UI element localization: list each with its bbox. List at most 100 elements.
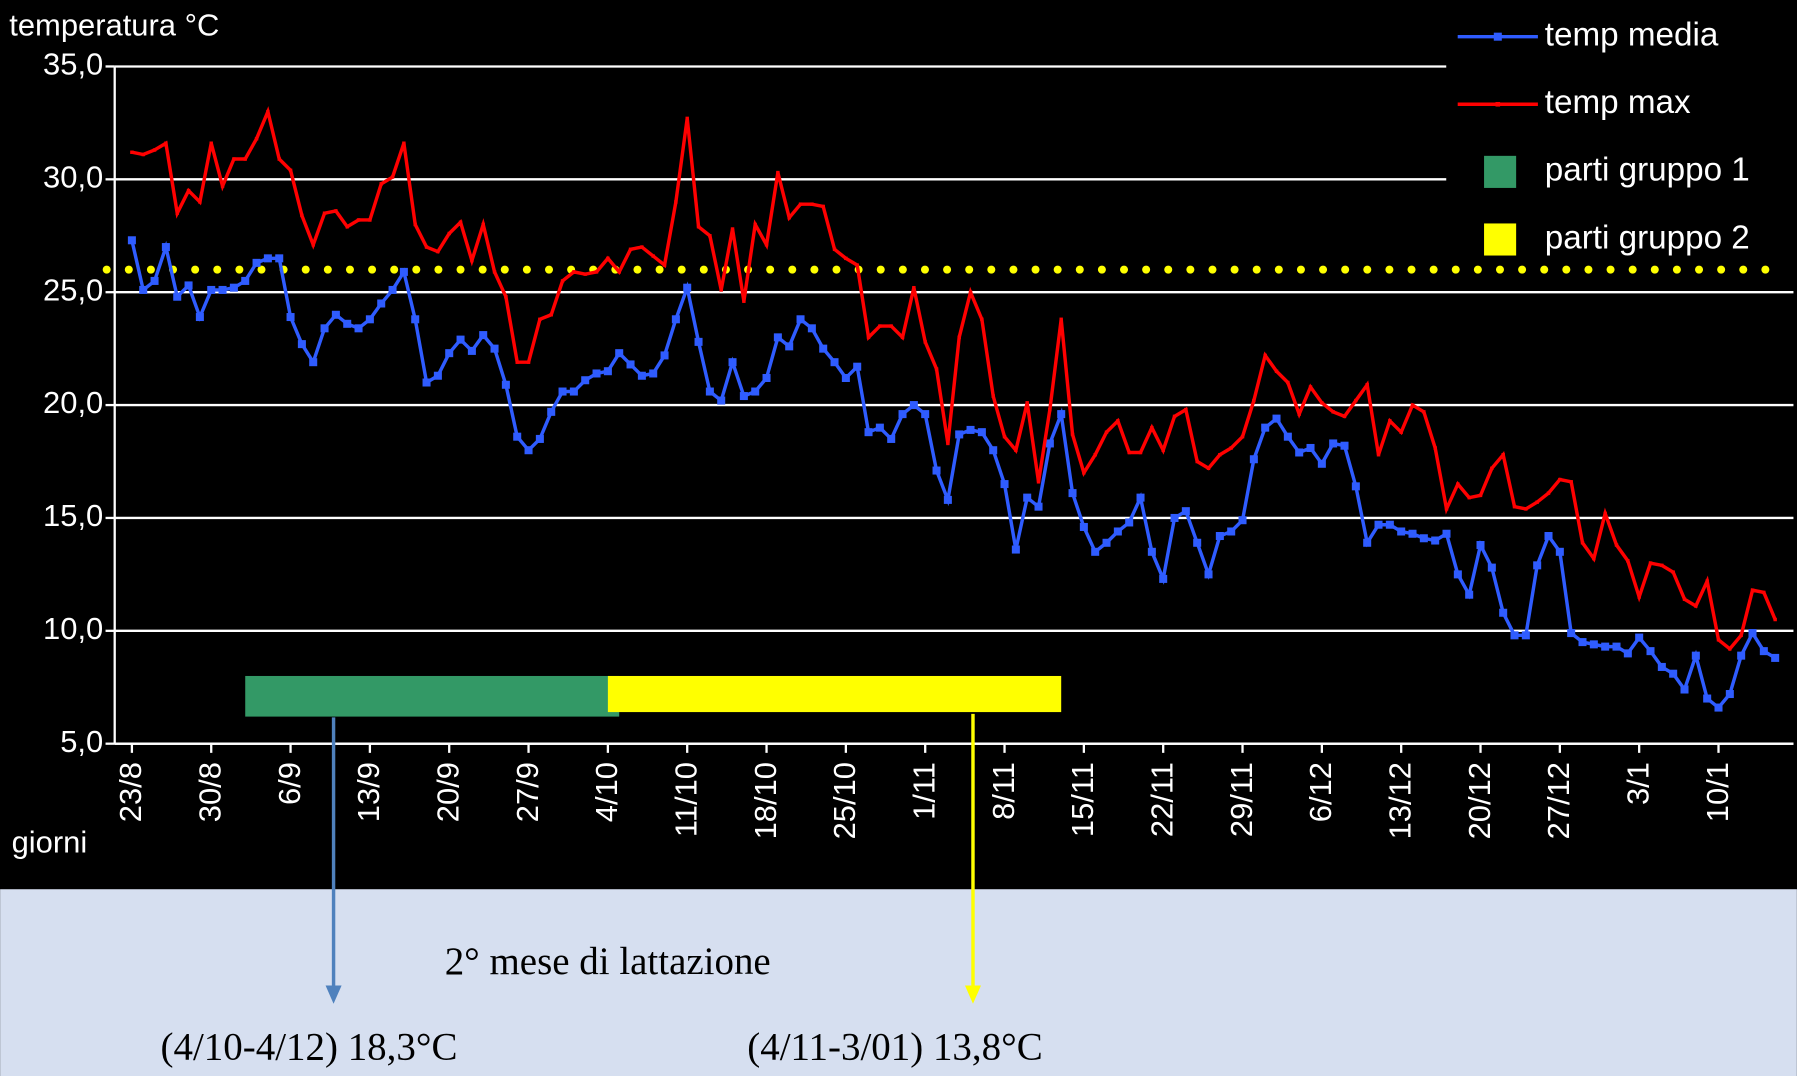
point — [977, 428, 986, 437]
point — [1499, 608, 1508, 617]
point — [606, 256, 610, 261]
point — [830, 358, 839, 367]
point — [1512, 504, 1517, 509]
point — [671, 315, 680, 324]
point — [1070, 432, 1075, 437]
legend-background — [1446, 0, 1797, 255]
legend: temp media temp max parti gruppo 1 parti gr… — [1446, 0, 1797, 256]
point — [1592, 556, 1596, 561]
y-tick-label: 15,0 — [43, 498, 103, 533]
point — [1762, 590, 1766, 595]
point — [1034, 502, 1043, 511]
point — [719, 288, 723, 292]
x-tick-label: 27/12 — [1541, 762, 1576, 839]
point — [365, 315, 374, 324]
point — [141, 152, 145, 157]
point — [1431, 536, 1440, 545]
legend-marker — [1495, 101, 1501, 107]
x-tick-label: 1/11 — [907, 762, 942, 820]
point — [1456, 482, 1460, 486]
point — [220, 184, 225, 188]
point — [569, 387, 578, 396]
x-tick-label: 8/11 — [986, 762, 1021, 820]
point — [1329, 439, 1338, 448]
point — [445, 349, 454, 358]
point — [1048, 407, 1052, 412]
x-tick-label: 29/11 — [1224, 762, 1259, 837]
point — [422, 378, 431, 387]
point — [1648, 561, 1653, 565]
y-tick-label: 25,0 — [43, 272, 103, 307]
point — [637, 371, 646, 380]
point — [583, 272, 587, 276]
point — [864, 428, 873, 437]
annotation: 2° mese di lattazione — [445, 940, 771, 983]
point — [263, 254, 272, 263]
point — [1342, 414, 1347, 419]
point — [1306, 443, 1315, 452]
point — [1184, 407, 1188, 412]
point — [1603, 511, 1607, 516]
point — [1533, 561, 1542, 570]
y-tick-label: 20,0 — [43, 385, 103, 420]
point — [501, 380, 510, 389]
legend-swatch — [1484, 155, 1517, 188]
x-tick-label: 13/12 — [1383, 762, 1418, 839]
point — [1308, 385, 1313, 389]
point — [1759, 647, 1768, 656]
point — [1750, 588, 1755, 592]
point — [592, 369, 601, 378]
point — [1261, 423, 1270, 432]
legend-swatch — [1484, 223, 1517, 256]
point — [130, 150, 134, 154]
point — [1093, 453, 1097, 457]
point — [275, 254, 284, 263]
point — [1558, 477, 1562, 482]
point — [776, 170, 780, 175]
point — [1490, 466, 1494, 471]
point — [1206, 466, 1211, 471]
point — [762, 373, 771, 382]
point — [1635, 633, 1644, 642]
point — [1521, 631, 1530, 640]
point — [921, 410, 930, 419]
point — [1295, 448, 1304, 457]
point — [968, 290, 973, 294]
point — [1567, 629, 1576, 638]
line — [131, 106, 1777, 652]
point — [1125, 518, 1134, 527]
point — [1546, 491, 1551, 495]
point — [334, 209, 338, 213]
y-tick-label: 10,0 — [43, 611, 103, 646]
point — [1408, 529, 1417, 538]
point — [252, 258, 261, 267]
point — [1773, 617, 1777, 622]
point — [660, 351, 669, 360]
point — [368, 218, 372, 222]
point — [1612, 642, 1621, 651]
point — [787, 215, 791, 220]
point — [685, 116, 689, 121]
point — [1286, 380, 1290, 385]
point — [198, 200, 202, 204]
point — [875, 423, 884, 432]
point — [218, 285, 227, 294]
point — [991, 394, 995, 398]
point — [560, 279, 565, 283]
point — [1161, 448, 1165, 452]
point — [388, 285, 397, 294]
point — [1079, 522, 1088, 531]
point — [1637, 595, 1641, 599]
point — [1317, 459, 1326, 468]
point — [526, 360, 531, 364]
point — [1442, 529, 1451, 538]
point — [651, 254, 655, 258]
point — [433, 371, 442, 380]
point — [1476, 541, 1485, 550]
point — [1739, 633, 1743, 638]
point — [1045, 439, 1054, 448]
x-tick-label: 25/10 — [827, 762, 862, 839]
point — [1283, 432, 1292, 441]
point — [1159, 574, 1168, 583]
